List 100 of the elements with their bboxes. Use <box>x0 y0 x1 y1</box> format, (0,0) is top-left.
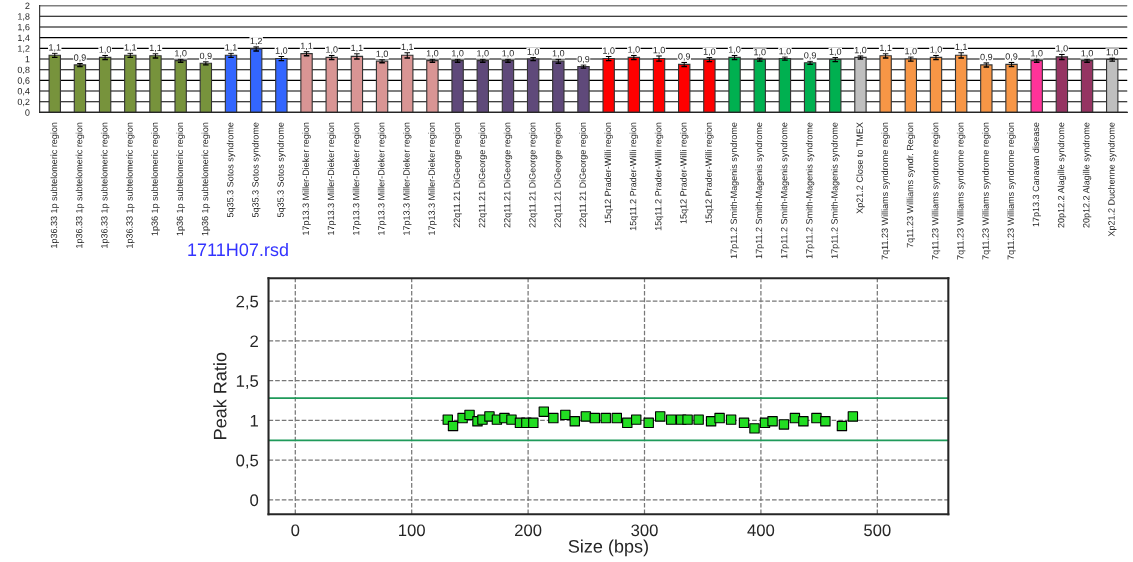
x-tick-label: 15q12 Prader-Willi region <box>680 122 689 224</box>
x-tick-label: 400 <box>747 524 775 537</box>
x-tick-label: 1p36 1p subtelomeric region <box>201 122 211 236</box>
data-label: 1,1 <box>49 44 61 52</box>
data-label: 1,0 <box>905 47 917 56</box>
x-tick-label: 1p36.33 1p subtelomeric region <box>100 122 110 248</box>
x-tick-label: 7q11.23 Williams syndrome region <box>881 122 890 260</box>
y-tick-label: 1,8 <box>18 13 30 21</box>
y-tick-label: 1,2 <box>18 45 30 53</box>
data-label: 1,1 <box>124 44 137 52</box>
x-tick-label: 17p13.3 Miller-Dieker region <box>352 122 362 235</box>
data-label: 1,0 <box>477 50 489 58</box>
x-tick-label: 15q12 Prader-Willi region <box>604 122 613 224</box>
y-tick-label: 0,2 <box>17 98 30 107</box>
data-label: 1,0 <box>1031 50 1043 58</box>
y-tick-label: 1,6 <box>18 23 30 32</box>
data-label: 1,0 <box>703 48 716 56</box>
x-tick-label: 17p13.3 Miller-Dieker region <box>428 122 437 235</box>
x-tick-label: 7q11.23 Williams syndr. Region <box>906 122 916 248</box>
data-label: 1,1 <box>351 44 363 53</box>
x-tick-label: 17p13.3 Miller-Dieker region <box>302 122 311 235</box>
x-tick-label: Xp21.2 Close to TMEX <box>856 122 865 214</box>
y-tick-label: 1 <box>25 56 30 63</box>
data-label: 0,9 <box>980 53 993 62</box>
x-tick-label: 20p12.2 Alagille syndrome <box>1082 122 1092 228</box>
x-tick-label: 1p36.33 1p subtelomeric region <box>50 122 59 248</box>
data-label: 0,9 <box>804 52 816 60</box>
data-label: 0,9 <box>678 53 691 61</box>
data-label: 1,0 <box>326 46 338 54</box>
x-tick-label: 5q35.3 Sotos syndrome <box>251 122 261 218</box>
data-label: 1,1 <box>225 44 237 52</box>
x-tick-label: 22q11.21 DiGeorge region <box>503 122 513 228</box>
x-tick-label: 22q11.21 DiGeorge region <box>528 122 538 228</box>
x-tick-label: 5q35.3 Sotos syndrome <box>277 122 286 218</box>
data-label: 1,1 <box>401 43 414 52</box>
data-label: 1,0 <box>728 46 741 54</box>
x-tick-label: 100 <box>399 524 425 537</box>
data-label: 1,0 <box>452 50 464 58</box>
data-label: 1,0 <box>854 46 867 55</box>
x-tick-label: 22q11.21 DiGeorge region <box>579 122 588 228</box>
y-tick-label: 0,6 <box>17 77 30 85</box>
x-tick-label: 7q11.23 Williams syndrome region <box>982 122 991 260</box>
x-tick-label: 300 <box>631 524 658 537</box>
x-tick-label: 5q35.3 Sotos syndrome <box>226 122 236 218</box>
data-label: 1,1 <box>955 43 967 52</box>
x-tick-label: 1p36 1p subtelomeric region <box>151 122 160 236</box>
data-label: 0,9 <box>577 55 590 64</box>
y-tick-label: 0 <box>250 494 259 507</box>
x-tick-label: 17p13.3 Canavan disease <box>1032 122 1041 227</box>
data-label: 1,0 <box>1081 50 1093 58</box>
data-label: 1,0 <box>603 47 615 55</box>
x-tick-label: 17p11.2 Smith-Magenis syndrome <box>730 122 739 259</box>
chart-title: 1711H07.rsd <box>188 242 288 257</box>
data-label: 1,0 <box>175 50 187 58</box>
x-tick-label: 22q11.21 DiGeorge region <box>453 122 462 228</box>
x-tick-label: 17p11.2 Smith-Magenis syndrome <box>780 122 790 259</box>
x-tick-label: 7q11.23 Williams syndrome region <box>931 122 941 260</box>
data-label: 0,9 <box>199 52 212 61</box>
data-label: 1,0 <box>376 50 388 59</box>
x-tick-label: 1p36.33 1p subtelomeric region <box>75 122 85 248</box>
x-tick-label: 500 <box>864 524 891 537</box>
y-tick-label: 1,5 <box>236 375 259 389</box>
x-tick-label: 7q11.23 Williams syndrome region <box>956 122 966 260</box>
y-tick-label: 2 <box>250 335 258 348</box>
y-axis-title: Peak Ratio <box>213 352 227 439</box>
x-tick-label: 0 <box>291 524 300 537</box>
data-label: 1,0 <box>829 48 842 56</box>
y-tick-label: 0 <box>25 109 30 116</box>
data-label: 1,0 <box>275 47 288 55</box>
data-label: 1,0 <box>754 48 766 57</box>
x-tick-label: 7q11.23 Williams syndrome region <box>1007 122 1016 260</box>
data-label: 1,0 <box>653 46 665 55</box>
data-label: 1,0 <box>502 50 514 58</box>
y-tick-label: 1 <box>250 415 258 427</box>
data-label: 1,0 <box>628 46 640 54</box>
data-label: 1,0 <box>930 46 942 54</box>
data-label: 0,9 <box>1005 53 1018 61</box>
data-label: 1,1 <box>300 42 313 51</box>
x-tick-label: 1p36.33 1p subtelomeric region <box>126 122 135 248</box>
x-tick-label: 22q11.21 DiGeorge region <box>478 122 487 228</box>
x-tick-label: 15q11.2 Prader-Willi region <box>654 122 664 231</box>
x-tick-label: 200 <box>515 524 542 537</box>
x-tick-label: 22q11.21 DiGeorge region <box>554 122 563 228</box>
data-label: 1,0 <box>527 48 540 56</box>
x-tick-label: 17p11.2 Smith-Magenis syndrome <box>755 122 764 259</box>
data-label: 1,0 <box>426 50 439 58</box>
data-label: 1,0 <box>779 47 791 56</box>
x-tick-label: Xp21.2 Duchenne syndrome <box>1108 122 1117 237</box>
y-tick-label: 2 <box>25 2 30 9</box>
y-tick-label: 0,4 <box>17 88 30 96</box>
data-label: 1,0 <box>99 46 112 54</box>
x-tick-label: 17p13.3 Miller-Dieker region <box>403 122 412 235</box>
x-tick-label: 15q11.2 Prader-Willi region <box>629 122 639 231</box>
x-tick-label: 17p13.3 Miller-Dieker region <box>327 122 336 235</box>
data-label: 0,9 <box>74 54 86 62</box>
y-tick-label: 2,5 <box>236 295 259 310</box>
data-label: 1,0 <box>552 50 565 58</box>
x-tick-label: 15q12 Prader-Willi region <box>705 122 714 224</box>
data-label: 1,1 <box>149 44 162 53</box>
x-tick-label: 1p36 1p subtelomeric region <box>176 122 185 236</box>
